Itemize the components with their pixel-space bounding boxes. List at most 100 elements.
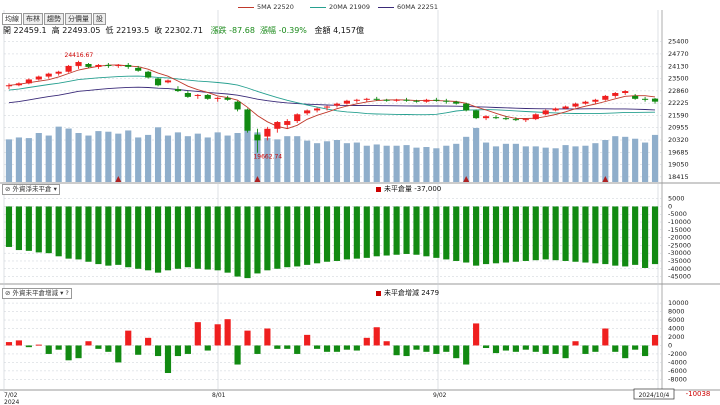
oi-bar [224,206,231,273]
volume-bar [65,128,72,182]
volume-bar [522,146,529,182]
volume-bar [35,133,42,182]
delta-bar [25,345,32,348]
delta-bar [214,324,221,346]
oi-panel-title[interactable]: ⊘ 外資淨未平倉 ▾ [2,184,60,195]
oi-bar [154,206,162,273]
tab-ma[interactable]: 均線 [2,13,22,25]
candle-body [622,91,629,94]
volume-bar [602,140,609,182]
tab-trend[interactable]: 趨勢 [44,13,64,25]
volume-bar [254,132,261,182]
oi-tick-label: 5000 [668,195,685,203]
candle-body [314,108,321,111]
grid [0,10,720,392]
delta-bar [274,345,281,349]
axes: 25400 24770 24130 23500 22860 22225 21590 20955… [4,38,710,405]
delta-panel-title[interactable]: ⊘ 外資未平倉增減 ▾ ? [2,288,72,299]
oi-bar [622,206,629,267]
candle-body [105,64,112,66]
delta-bar [65,345,72,361]
volume-bar [632,138,639,182]
volume-bar [304,140,311,182]
oi-bar [413,206,420,255]
tab-settings[interactable]: 設 [93,13,106,25]
delta-bar [35,344,42,346]
volume-bar [264,138,271,182]
delta-bar [602,328,609,346]
delta-bar [423,345,430,352]
price-tick-label: 19050 [668,161,689,169]
delta-bar [264,328,271,346]
candle-body [323,106,331,108]
candle-body [214,97,221,99]
delta-bar [75,345,82,359]
oi-bar [304,206,311,265]
indicator-tabs: 均線 布林 趨勢 分價量 設 [2,13,106,25]
delta-bar [234,345,241,365]
tab-volume-profile[interactable]: 分價量 [65,13,92,25]
candle-body [55,71,62,74]
volume-bar [25,138,32,182]
oi-bar [5,206,13,247]
open-interest-change-bars [5,319,659,374]
volume-bar [85,135,92,182]
candle-body [95,64,102,67]
delta-tick-label: 8000 [668,308,685,316]
oi-value-label: 未平倉量 -37,000 [376,184,441,194]
ma60-legend: 60MA 22251 [378,3,438,11]
oi-tick-label: -45000 [668,273,691,281]
delta-bar [5,342,13,346]
candle-body [532,114,539,120]
delta-bar [145,337,152,346]
oi-bar [135,206,142,269]
low-value: 低 22193.5 [105,26,150,35]
delta-tick-label: -4000 [668,358,687,366]
volume-bar [403,145,410,182]
candle-body [572,103,579,107]
candle-body [304,110,311,114]
delta-bar [383,341,390,346]
volume-bar [314,143,321,182]
volume-bar [642,142,649,182]
candle-body [254,134,261,141]
volume-bar [363,145,370,182]
candle-body [45,73,52,77]
tab-bollinger[interactable]: 布林 [23,13,43,25]
candle-body [433,99,440,101]
delta-bar [542,345,549,354]
candle-body [25,79,32,84]
oi-bar [85,206,92,262]
volume-bar [224,135,231,182]
signal-marker [463,176,470,182]
candle-body [224,97,231,100]
delta-bar [562,345,569,359]
candle-body [164,80,172,83]
oi-bar [343,206,350,260]
oi-bar [562,206,569,261]
volume-bar [423,147,430,182]
candle-body [642,98,649,100]
price-tick-label: 24130 [668,62,689,70]
delta-tick-label: -8000 [668,375,687,383]
volume-bar [413,147,420,182]
delta-tick-label: 2000 [668,333,685,341]
delta-bar [642,345,649,357]
delta-tick-label: -6000 [668,367,687,375]
price-tick-label: 25400 [668,38,689,46]
volume-bar [333,140,341,182]
oi-bar [552,206,559,261]
high-annotation: 24416.67 [65,52,94,59]
oi-bar [522,206,529,261]
candle-body [502,118,510,120]
price-tick-label: 22225 [668,99,689,107]
oi-bar [125,206,132,268]
volume-bar [194,133,201,182]
oi-bar [35,206,42,253]
oi-value-text: 未平倉量 -37,000 [384,185,442,193]
volume-bar [244,116,251,182]
oi-bar [55,206,62,257]
oi-bar [612,206,619,266]
candle-body [582,101,589,104]
